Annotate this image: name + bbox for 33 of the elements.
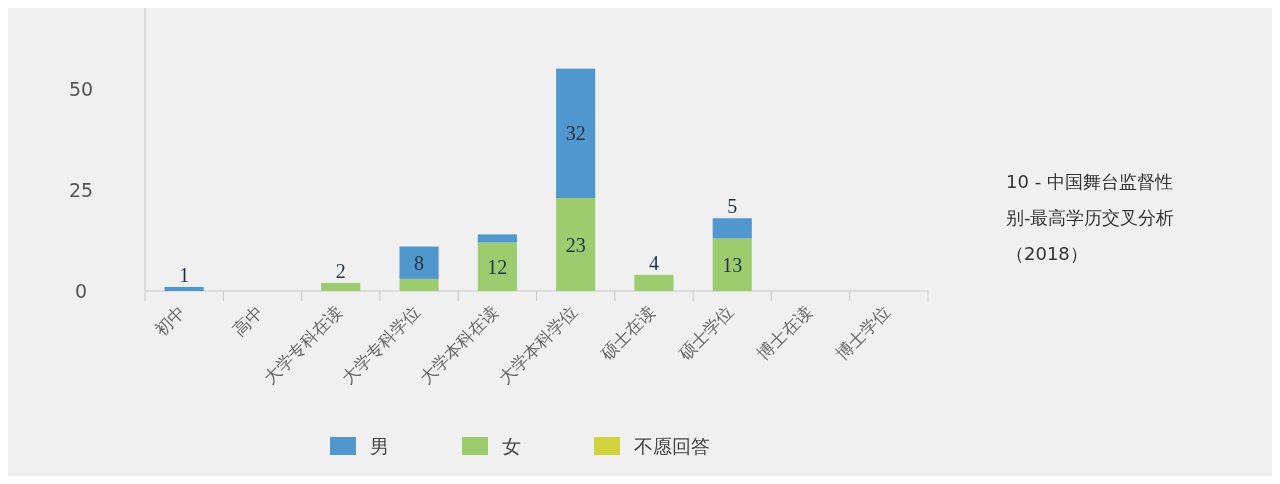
data-label: 12 [487,255,508,278]
legend-label: 男 [370,435,389,457]
x-tick-label: 初中 [150,301,189,340]
y-tick-label: 0 [74,280,88,302]
data-label: 5 [727,195,738,218]
y-tick-label: 50 [68,77,94,100]
bar [477,234,517,243]
bar [712,238,752,291]
x-tick-label: 硕士在读 [595,301,659,365]
bar [712,218,752,239]
bar [399,278,439,291]
bar [634,274,674,291]
bar [477,242,517,291]
data-label: 2 [335,259,346,282]
data-label: 1 [179,263,190,286]
data-label: 23 [565,233,586,256]
bar [556,68,596,199]
data-label: 32 [565,122,586,145]
bar [164,286,204,291]
bar [321,282,361,291]
x-tick-label: 博士在读 [753,301,816,364]
bar [399,246,439,279]
x-tick-label: 高中 [229,301,268,340]
y-tick-label: 25 [68,178,94,201]
data-label: 4 [648,251,659,274]
x-tick-label: 硕士学位 [674,301,738,365]
text: 10 - 中国舞台监督性别-最高学历交叉分析（2018） [1006,171,1175,264]
legend-label: 不愿回答 [634,435,710,457]
data-label: 13 [722,253,743,276]
x-tick-label: 博士学位 [831,301,894,364]
bar [556,198,596,291]
legend-label: 女 [502,435,521,457]
data-label: 8 [414,251,425,274]
